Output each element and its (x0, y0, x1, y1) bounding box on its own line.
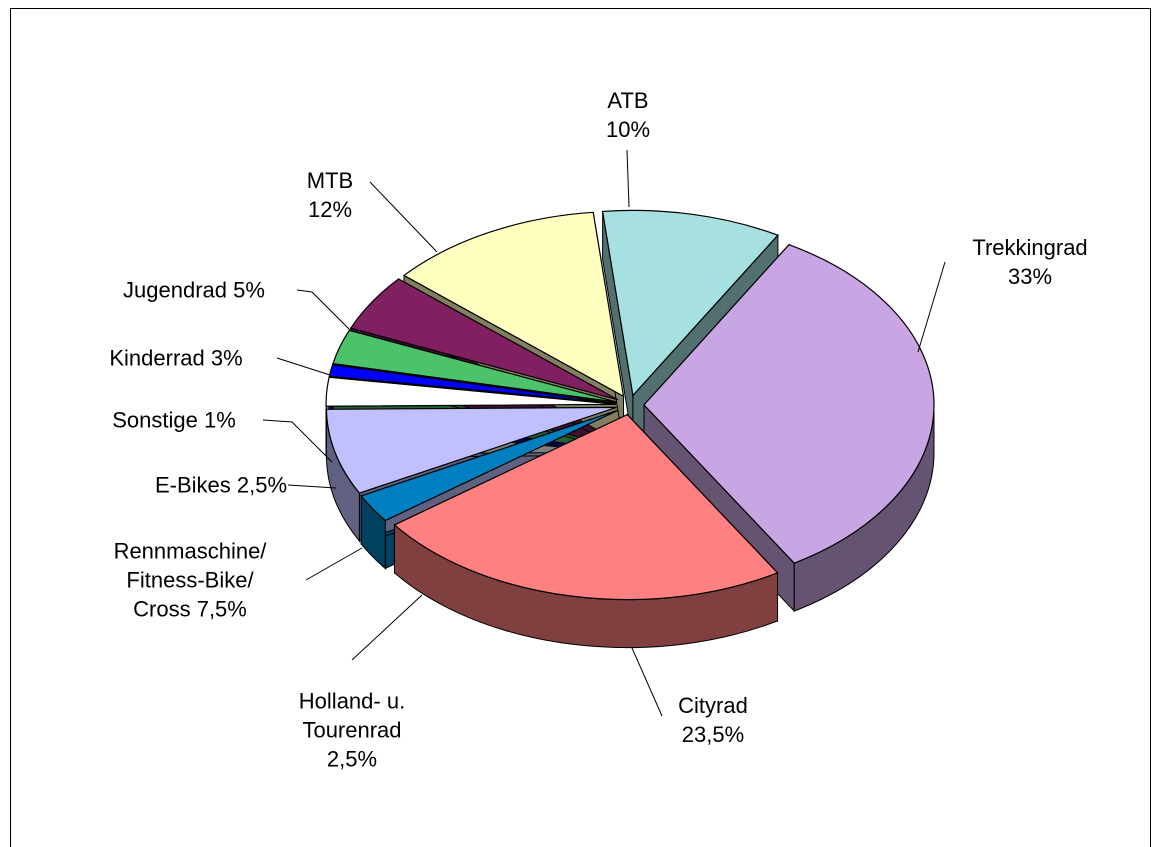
category-label: Kinderrad (109, 345, 205, 371)
category-label: Holland- u. Tourenrad (298, 688, 406, 743)
category-label: E-Bikes (154, 472, 231, 498)
value-label: 2,5% (326, 746, 378, 772)
value-label: 2,5% (236, 472, 288, 498)
value-label: 10% (605, 117, 651, 142)
leader-line (626, 149, 630, 208)
value-label: 23,5% (681, 722, 745, 747)
slice (643, 243, 935, 564)
leader-line (305, 547, 363, 581)
leader-line (351, 594, 423, 661)
value-label: 33% (1007, 264, 1053, 289)
category-label: Sonstige (112, 407, 198, 433)
slice (601, 209, 779, 397)
category-label: Jugendrad (123, 277, 228, 303)
category-label: ATB (607, 88, 649, 113)
slice-label: Sonstige 1% (112, 406, 236, 435)
category-label: Rennmaschine/ Fitness-Bike/ Cross (113, 538, 267, 622)
leader-line (262, 419, 333, 463)
category-label: Cityrad (678, 693, 748, 718)
slice (325, 376, 617, 407)
slice-label: Kinderrad 3% (109, 344, 242, 373)
slice (332, 329, 617, 403)
chart-frame (10, 8, 1151, 847)
slice-label: E-Bikes 2,5% (155, 471, 287, 500)
leader-line (917, 261, 946, 353)
category-label: MTB (306, 168, 354, 193)
slice-label: Cityrad 23,5% (658, 691, 768, 749)
leader-line (369, 181, 438, 253)
slice-label: Trekkingrad 33% (960, 233, 1100, 291)
value-label: 1% (203, 407, 236, 433)
slice-label: ATB 10% (593, 86, 663, 144)
leader-line (631, 647, 663, 717)
leader-line (287, 484, 337, 489)
leader-line (276, 357, 331, 376)
leader-line (296, 289, 351, 331)
slice (402, 211, 625, 398)
value-label: 3% (210, 345, 243, 371)
slice-label: Holland- u. Tourenrad 2,5% (287, 687, 417, 774)
slice-label: Rennmaschine/ Fitness-Bike/ Cross 7,5% (105, 537, 275, 624)
value-label: 12% (307, 197, 353, 222)
slice (349, 278, 619, 401)
slice (325, 406, 617, 494)
slice (328, 364, 617, 404)
value-label: 5% (233, 277, 265, 303)
slice-label: MTB 12% (295, 166, 365, 224)
slice (393, 413, 779, 601)
value-label: 7,5% (196, 596, 247, 622)
slice-label: Jugendrad 5% (123, 276, 265, 305)
category-label: Trekkingrad (972, 235, 1088, 260)
slice (360, 409, 619, 522)
